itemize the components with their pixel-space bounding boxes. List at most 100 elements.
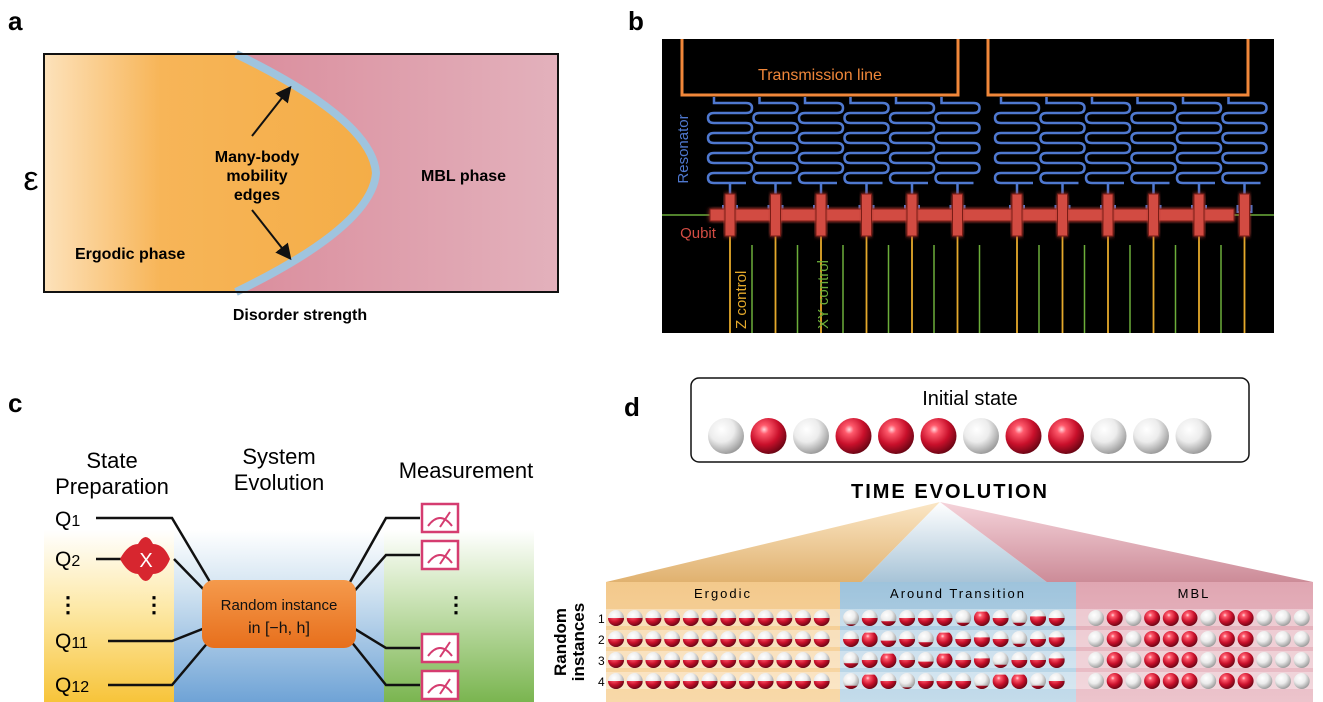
ergodic-ball-r3-9 [757,652,774,668]
rows-label-line-2: instances [569,603,588,681]
qubit-cross-3 [815,193,827,237]
xy-control-label: XY control [815,260,832,329]
qubit-label: Qubit [680,225,717,242]
qubit-cross-12 [1239,193,1250,237]
initial-state-ball-6 [920,418,957,454]
initial-state-ball-1 [708,418,744,454]
qubit-cross-8 [1057,193,1068,237]
transition-ball-r1-11 [1030,610,1046,626]
panel-c-letter: c [8,388,23,418]
transition-ball-r3-9 [992,652,1009,668]
mbl-ball-r4-4 [1144,673,1161,689]
random-instance-line-2: in [−h, h] [248,620,310,637]
mbl-ball-r4-2 [1106,673,1123,689]
ergodic-ball-r4-10 [776,673,793,689]
random-instance-box [202,580,356,648]
mbl-ball-r2-6 [1181,631,1198,647]
edge-arrow-up [251,85,292,137]
ergodic-ball-r4-1 [608,673,624,689]
mbl-phase-label: MBL phase [421,168,506,185]
ergodic-ball-r3-1 [608,652,624,668]
resonator-2 [752,97,799,213]
transition-ball-r2-12 [1048,631,1065,647]
transition-ball-r3-7 [955,652,972,668]
edge-arrow-down [251,209,292,261]
transition-fan [840,502,1076,604]
transition-ball-r4-11 [1030,673,1046,689]
transition-ball-r3-1 [843,652,859,668]
panel-a-phase-diagram: ε Many-body mobility edges Ergodic phase… [23,50,559,324]
x-gate-shape [120,537,170,581]
mbl-ball-r4-6 [1181,673,1198,689]
transmission-line-right [986,39,1250,97]
mbl-ball-r4-5 [1162,673,1179,689]
transition-ball-r2-11 [1030,631,1046,647]
ergodic-ball-r3-2 [626,652,643,668]
panel-b-letter: b [628,6,644,36]
mbl-ball-r2-10 [1256,631,1273,647]
initial-state-title: Initial state [922,388,1018,410]
transition-ball-r2-10 [1011,631,1028,647]
resonator-10 [1130,97,1177,213]
measurement-meter-2 [420,539,460,571]
mbl-ball-r1-10 [1256,610,1273,626]
resonator-8 [1039,97,1086,213]
row-number-3: 3 [598,654,605,668]
ergodic-ball-r2-6 [701,631,718,647]
qubit-label-q11: Q11 [55,630,88,653]
resonator-label: Resonator [675,114,692,183]
transition-ball-r1-9 [992,610,1009,626]
mbl-ball-r1-3 [1125,610,1142,626]
qubit-cross-2 [770,193,781,237]
mbl-ball-r2-4 [1144,631,1161,647]
ergodic-ball-r1-3 [645,610,662,626]
panel-d-letter: d [624,392,640,422]
transition-ball-r2-6 [936,631,953,647]
ergodic-ball-r3-10 [776,652,793,668]
ergodic-ball-r3-11 [795,652,811,668]
panel-d-time-evolution: Initial state TIME EVOLUTION Ergodic Aro… [551,377,1313,702]
transition-ball-r3-3 [880,652,897,668]
mbl-ball-r3-3 [1125,652,1142,668]
mbl-ball-r4-12 [1293,673,1310,689]
regime-label-transition: Around Transition [890,586,1026,601]
edges-label-line-3: edges [234,187,280,204]
transition-ball-r1-4 [899,610,916,626]
resonator-3 [797,97,845,213]
transition-ball-r1-7 [955,610,972,626]
qubit-label-q2: Q2 [55,548,80,571]
state-prep-label-line-2: Preparation [55,474,169,499]
mbl-ball-r2-7 [1200,631,1217,647]
mbl-ball-r4-11 [1275,673,1291,689]
wire-q11-out [349,624,420,650]
mbl-ball-r2-8 [1218,631,1235,647]
ergodic-ball-r4-3 [645,673,662,689]
ergodic-ball-r1-12 [813,610,830,626]
ergodic-ball-r1-1 [608,610,624,626]
wire-q11-in [108,624,211,643]
wire-q12-in [108,639,211,687]
ergodic-ball-r2-1 [608,631,624,647]
chip-background [662,39,1274,333]
ergodic-ball-r3-5 [682,652,699,668]
mbl-ball-r1-6 [1181,610,1198,626]
initial-state-ball-8 [1005,418,1042,454]
mbl-ball-r1-8 [1218,610,1235,626]
resonator-5 [888,97,936,213]
initial-state-ball-11 [1133,418,1169,454]
ergodic-ball-r2-3 [645,631,662,647]
qubit-cross-7 [1011,193,1023,237]
edges-label-line-2: mobility [226,168,287,185]
state-prep-label-line-1: State [86,448,137,473]
ergodic-ball-r1-4 [664,610,681,626]
panel-c-protocol: State Preparation System Evolution Measu… [44,444,534,702]
ergodic-ball-r4-2 [626,673,643,689]
mbl-ball-r4-9 [1237,673,1254,689]
transition-ball-r2-5 [917,631,934,647]
transition-ball-r3-10 [1011,652,1028,668]
ergodic-ball-r4-4 [664,673,681,689]
resonator-11 [1175,97,1223,213]
transition-ball-r4-1 [843,673,859,689]
mbl-ball-r4-3 [1125,673,1142,689]
mbl-ball-r1-4 [1144,610,1161,626]
